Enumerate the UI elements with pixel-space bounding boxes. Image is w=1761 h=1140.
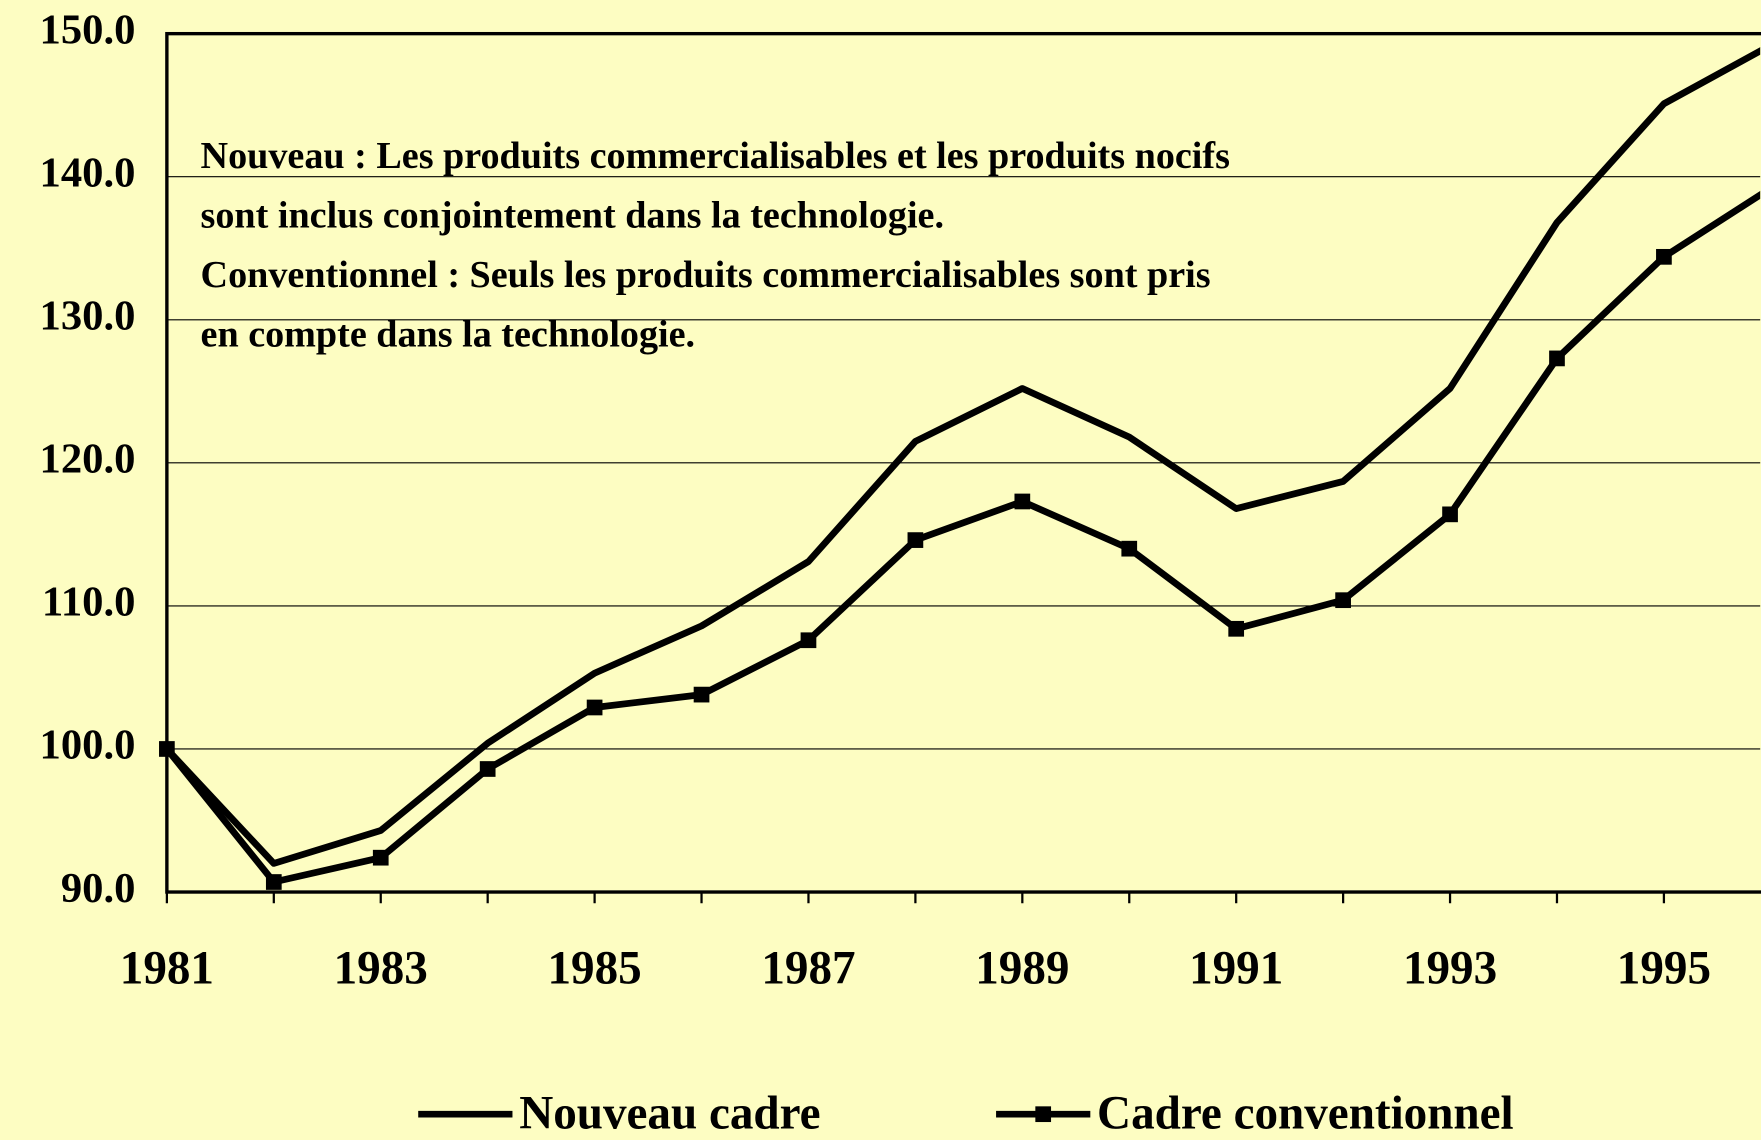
marker (1335, 592, 1351, 609)
marker (1121, 540, 1138, 557)
marker (265, 874, 282, 890)
x-tick-label: 1991 (1189, 943, 1283, 995)
plot-border (165, 31, 1761, 894)
annotation-line: Conventionnel : Seuls les produits comme… (201, 254, 1211, 296)
x-tick-label: 1985 (547, 943, 641, 995)
series-line (164, 191, 1761, 886)
legend-marker (1035, 1106, 1052, 1123)
y-tick-label: 90.0 (61, 865, 136, 912)
x-tick-label: 1993 (1403, 943, 1497, 995)
plot-area (159, 47, 1761, 890)
axes: 90.0 100.0 110.0 120.0 130.0 140.0 150.0 1981 19… (40, 6, 1761, 995)
x-tick-label: 1981 (120, 943, 214, 995)
legend-label: Cadre conventionnel (1097, 1087, 1514, 1139)
marker (1549, 350, 1565, 367)
annotation: Nouveau : Les produits commercialisables… (201, 135, 1230, 355)
series-line (164, 47, 1761, 867)
y-tick-label: 140.0 (40, 150, 136, 197)
x-tick-label: 1989 (975, 943, 1069, 995)
x-tick-label: 1983 (334, 943, 428, 995)
y-tick-label: 110.0 (42, 579, 136, 626)
marker (800, 632, 817, 649)
x-tick-label: 1987 (761, 943, 855, 995)
y-tick-label: 120.0 (40, 436, 136, 483)
marker (372, 849, 389, 866)
annotation-line: Nouveau : Les produits commercialisables… (201, 135, 1230, 177)
marker (479, 761, 496, 777)
marker (1656, 248, 1672, 265)
y-tick-label: 150.0 (40, 6, 136, 53)
marker (1228, 620, 1245, 637)
legend: Nouveau cadre Cadre conventionnel (418, 1087, 1514, 1139)
marker (693, 686, 710, 703)
y-tick-label: 100.0 (40, 722, 136, 769)
x-tick-label: 1995 (1617, 943, 1711, 995)
marker (1014, 493, 1031, 510)
annotation-line: en compte dans la technologie. (201, 313, 696, 355)
marker (1442, 506, 1458, 523)
marker (907, 532, 924, 548)
legend-label: Nouveau cadre (519, 1087, 820, 1139)
annotation-line: sont inclus conjointement dans la techno… (201, 195, 944, 237)
marker (586, 699, 603, 716)
y-tick-label: 130.0 (40, 293, 136, 340)
